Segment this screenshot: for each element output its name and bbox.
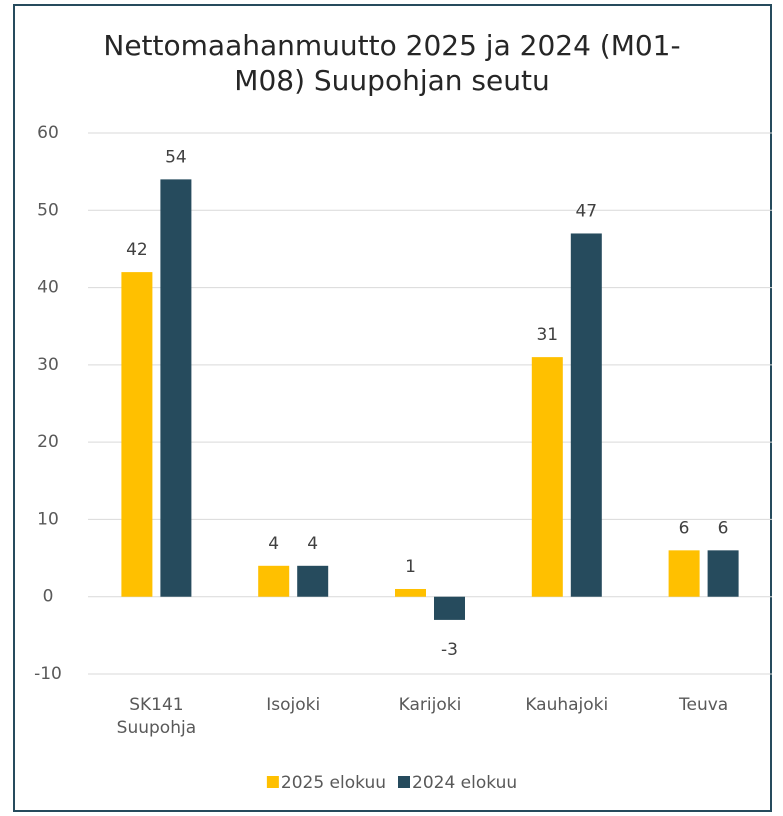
data-label: 4	[268, 534, 279, 554]
bar	[434, 596, 465, 620]
data-label: 1	[405, 557, 416, 577]
data-label: 6	[718, 518, 729, 538]
data-label: -3	[441, 640, 458, 660]
y-tick-label: 0	[43, 587, 54, 607]
chart-title: Nettomaahanmuutto 2025 ja 2024 (M01-M08)…	[103, 29, 680, 97]
bar	[395, 588, 426, 597]
legend-swatch	[398, 776, 410, 788]
data-label: 42	[126, 240, 148, 260]
legend: 2025 elokuu 2024 elokuu	[266, 773, 517, 793]
y-tick-label: 30	[37, 355, 59, 375]
bar	[531, 357, 563, 597]
data-label: 54	[165, 147, 187, 167]
data-label: 6	[679, 518, 690, 538]
legend-label: 2024 elokuu	[412, 773, 517, 793]
bar	[668, 550, 700, 597]
y-tick-label: 40	[37, 278, 59, 298]
y-tick-label: 60	[37, 123, 59, 143]
x-tick-label: Karijoki	[399, 695, 462, 715]
y-tick-label: 10	[37, 509, 59, 529]
bar	[258, 565, 290, 597]
x-tick-label: Kauhajoki	[525, 695, 608, 715]
data-label: 4	[307, 534, 318, 554]
data-label: 47	[575, 201, 597, 221]
bar	[297, 565, 329, 597]
y-tick-label: 20	[37, 432, 59, 452]
legend-swatch	[266, 776, 279, 788]
x-tick-label: SK141 Suupohja	[117, 695, 196, 738]
x-tick-label: Teuva	[678, 695, 728, 715]
y-tick-label: -10	[34, 664, 62, 684]
y-tick-label: 50	[37, 200, 59, 220]
legend-label: 2025 elokuu	[281, 773, 386, 793]
bar	[707, 550, 739, 597]
x-tick-label: Isojoki	[266, 695, 320, 715]
bar	[160, 179, 192, 597]
bar	[121, 272, 153, 597]
bar	[570, 233, 602, 597]
data-label: 31	[536, 325, 558, 345]
